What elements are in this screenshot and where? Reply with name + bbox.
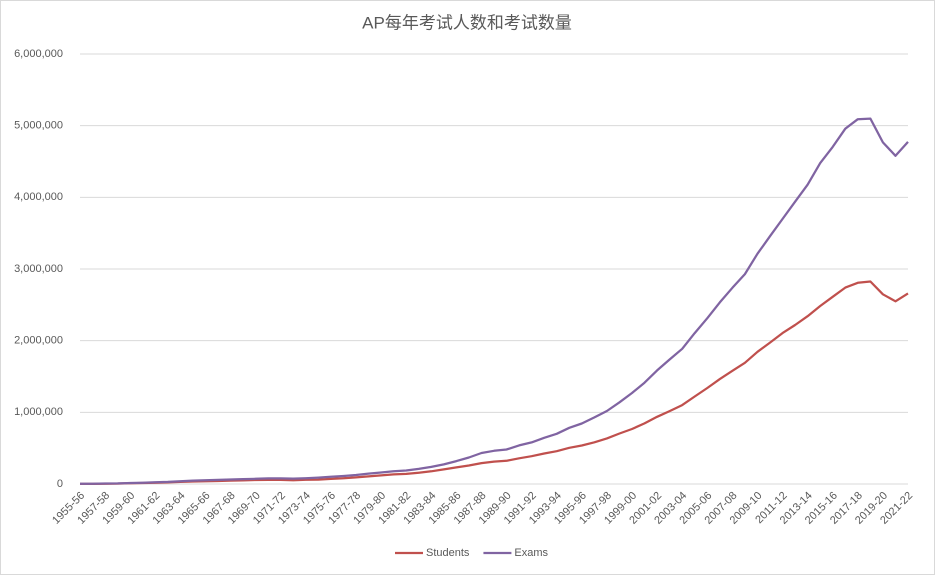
chart-title: AP每年考试人数和考试数量: [362, 13, 572, 32]
y-tick-label: 3,000,000: [14, 263, 63, 275]
series-line: [79, 117, 909, 485]
y-tick-label: 5,000,000: [14, 120, 63, 132]
y-tick-label: 2,000,000: [14, 335, 63, 347]
legend-label: Students: [426, 547, 470, 559]
y-tick-label: 1,000,000: [14, 406, 63, 418]
y-tick-label: 4,000,000: [14, 191, 63, 203]
legend-label: Exams: [514, 547, 548, 559]
y-tick-label: 6,000,000: [14, 48, 63, 60]
y-tick-label: 0: [57, 478, 63, 490]
